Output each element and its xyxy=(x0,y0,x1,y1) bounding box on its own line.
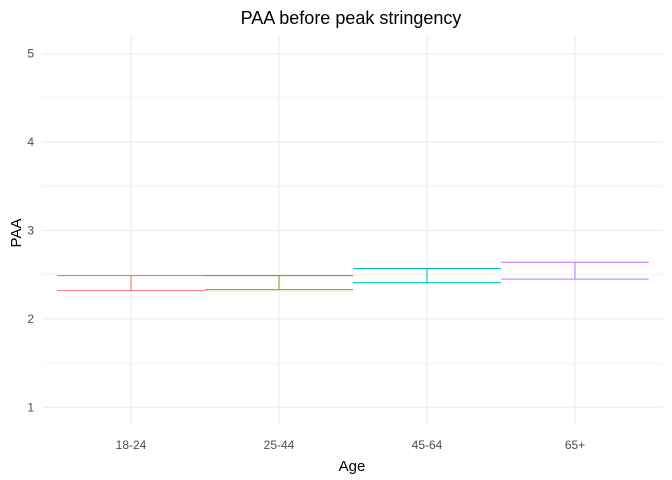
error-bar xyxy=(205,275,353,291)
y-tick-label: 3 xyxy=(27,224,34,238)
x-axis-title: Age xyxy=(339,458,366,475)
grid-lines xyxy=(42,36,663,425)
chart-title: PAA before peak stringency xyxy=(241,8,462,28)
y-tick-label: 4 xyxy=(27,135,34,149)
y-tick-label: 1 xyxy=(27,400,34,414)
y-axis-title: PAA xyxy=(8,219,25,248)
x-tick-label: 65+ xyxy=(565,438,585,452)
x-tick-label: 18-24 xyxy=(116,438,147,452)
y-tick-label: 5 xyxy=(27,47,34,61)
error-bars xyxy=(57,261,649,292)
error-bar xyxy=(501,261,649,280)
x-axis-ticks: 18-24 25-44 45-64 65+ xyxy=(116,438,586,452)
y-tick-label: 2 xyxy=(27,312,34,326)
error-bar xyxy=(353,267,501,284)
x-tick-label: 25-44 xyxy=(264,438,295,452)
y-axis-ticks: 1 2 3 4 5 xyxy=(27,47,34,415)
error-bar xyxy=(57,275,205,292)
x-tick-label: 45-64 xyxy=(412,438,443,452)
